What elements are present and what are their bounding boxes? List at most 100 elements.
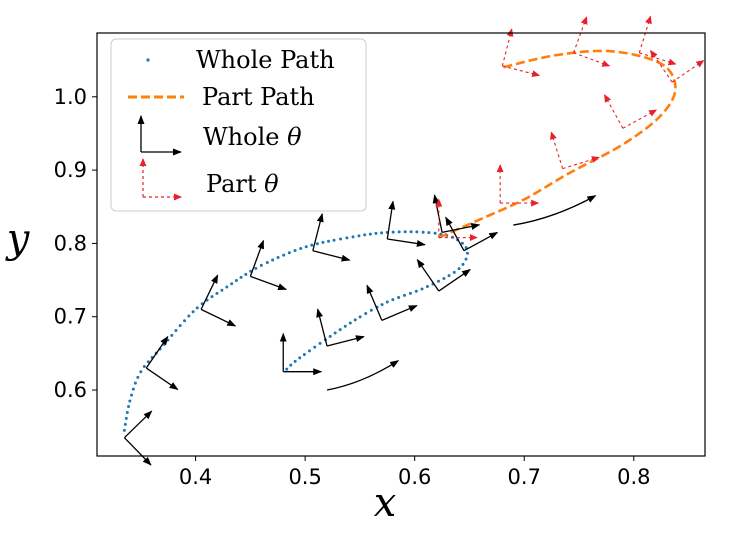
y-tick-label: 0.9 — [54, 158, 87, 182]
whole-path-dot — [139, 370, 143, 374]
whole-path-dot — [380, 303, 384, 307]
whole-path-dot — [328, 334, 332, 338]
whole-path-dot — [427, 231, 431, 235]
whole-path-dot — [439, 232, 443, 236]
whole-path-dot — [442, 276, 446, 280]
whole-path-dot — [318, 341, 322, 345]
part-theta-frame — [638, 15, 677, 66]
whole-path-dot — [122, 428, 126, 432]
whole-theta-frame-x-axis — [145, 367, 179, 391]
legend-box — [110, 38, 367, 212]
whole-path-dot — [421, 230, 425, 234]
whole-path-dot — [310, 243, 314, 247]
whole-theta-frame-y-axis — [316, 308, 328, 347]
whole-path-dot — [420, 287, 424, 291]
whole-theta-frame — [145, 335, 179, 391]
legend: Whole Path Part Path Whole θ Part θ — [110, 38, 367, 212]
part-path-line — [438, 49, 677, 239]
x-tick-label: 0.4 — [179, 465, 212, 489]
whole-path-dot — [433, 231, 437, 235]
whole-path-dot — [183, 319, 187, 323]
whole-path-dot — [425, 285, 429, 289]
whole-path-dot — [339, 237, 343, 241]
whole-path-dot — [298, 356, 302, 360]
y-tick-label: 0.8 — [54, 231, 87, 255]
whole-path-dot — [285, 367, 289, 371]
whole-theta-frame-y-axis — [200, 274, 219, 310]
y-ticks: 0.6 0.7 0.8 0.9 1.0 — [54, 85, 97, 402]
part-theta-frame-y-axis — [638, 15, 652, 53]
motion-arrow — [326, 360, 400, 391]
whole-theta-frame — [316, 308, 365, 347]
whole-path-dot — [391, 230, 395, 234]
plot-frame — [96, 32, 706, 457]
whole-path-dot — [130, 393, 134, 397]
legend-whole-path-marker — [146, 58, 150, 62]
whole-path-dot — [125, 410, 129, 414]
legend-whole-path-label: Whole Path — [196, 46, 335, 74]
whole-theta-frame — [279, 332, 323, 376]
y-tick-label: 0.6 — [54, 378, 87, 402]
whole-path-dot — [447, 274, 451, 278]
whole-path-dot — [408, 291, 412, 295]
whole-path-dot — [457, 267, 461, 271]
whole-theta-frame-y-axis — [123, 410, 153, 439]
whole-path-dot — [254, 266, 258, 270]
part-theta-frame-x-axis — [573, 52, 611, 67]
whole-path-dot — [259, 263, 263, 267]
whole-theta-frame — [416, 258, 471, 292]
whole-path-dot — [234, 279, 238, 283]
whole-path-dot — [142, 365, 146, 369]
part-theta-frame — [496, 164, 540, 207]
legend-whole-theta-marker — [137, 115, 182, 156]
part-theta-frame-x-axis — [622, 109, 658, 129]
whole-theta-frame-y-axis — [386, 200, 396, 240]
part-theta-frame-y-axis — [501, 28, 514, 67]
whole-path-dot — [437, 279, 441, 283]
whole-path-dot — [313, 345, 317, 349]
x-tick-label: 0.8 — [617, 465, 650, 489]
whole-path-dot — [353, 318, 357, 322]
whole-path-dot — [271, 258, 275, 262]
x-ticks: 0.4 0.5 0.6 0.7 0.8 — [179, 456, 650, 489]
part-theta-frame — [550, 131, 600, 170]
whole-path-dot — [343, 324, 347, 328]
whole-path-dot — [174, 329, 178, 333]
whole-path-dot — [369, 308, 373, 312]
part-theta-frame — [435, 198, 478, 242]
whole-path-dot — [391, 298, 395, 302]
part-theta-frame — [604, 94, 658, 129]
whole-path-dot — [368, 232, 372, 236]
whole-path-dot — [465, 251, 469, 255]
whole-path-dot — [210, 295, 214, 299]
whole-path-dot — [338, 328, 342, 332]
whole-theta-frame — [200, 274, 237, 327]
whole-path-dot — [397, 230, 401, 234]
whole-path-dot — [403, 230, 407, 234]
whole-path-dot — [460, 241, 464, 245]
whole-theta-frame-y-axis — [145, 335, 169, 369]
whole-path-dot — [123, 422, 127, 426]
whole-theta-frame-y-axis — [416, 258, 440, 292]
part-theta-frame-x-axis — [502, 65, 541, 78]
whole-theta-frame-x-axis — [326, 335, 365, 347]
whole-path-dot — [287, 251, 291, 255]
whole-theta-frame-y-axis — [249, 239, 265, 277]
whole-path-dot — [136, 375, 140, 379]
whole-path-dot — [191, 310, 195, 314]
whole-path-dot — [124, 416, 128, 420]
whole-path-dot — [333, 331, 337, 335]
whole-path-dot — [397, 295, 401, 299]
whole-path-dot — [461, 262, 465, 266]
whole-path-dot — [402, 293, 406, 297]
motion-layer — [326, 195, 597, 391]
whole-path-dot — [315, 242, 319, 246]
whole-path-dot — [364, 312, 368, 316]
whole-path-dot — [293, 359, 297, 363]
whole-path-dot — [380, 231, 384, 235]
whole-path-dot — [415, 230, 419, 234]
whole-theta-frame — [249, 239, 288, 291]
whole-theta-frame — [386, 200, 426, 247]
part-theta-frame-x-axis — [562, 156, 600, 170]
